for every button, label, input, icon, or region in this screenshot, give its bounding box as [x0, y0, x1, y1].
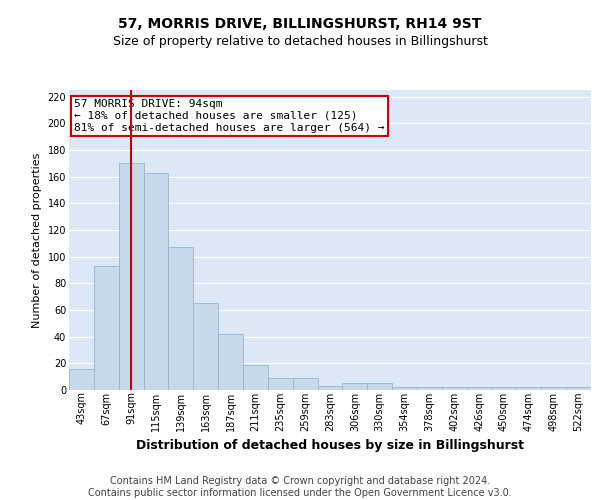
Text: Contains HM Land Registry data © Crown copyright and database right 2024.
Contai: Contains HM Land Registry data © Crown c… — [88, 476, 512, 498]
Text: 57 MORRIS DRIVE: 94sqm
← 18% of detached houses are smaller (125)
81% of semi-de: 57 MORRIS DRIVE: 94sqm ← 18% of detached… — [74, 100, 385, 132]
Bar — [119, 164, 143, 390]
Bar — [268, 378, 293, 390]
Bar — [169, 248, 193, 390]
Bar — [566, 388, 591, 390]
Bar — [317, 386, 343, 390]
Text: Size of property relative to detached houses in Billingshurst: Size of property relative to detached ho… — [113, 35, 487, 48]
Bar — [541, 388, 566, 390]
Bar — [442, 388, 467, 390]
Bar — [293, 378, 317, 390]
Bar — [193, 304, 218, 390]
X-axis label: Distribution of detached houses by size in Billingshurst: Distribution of detached houses by size … — [136, 439, 524, 452]
Bar — [243, 364, 268, 390]
Bar — [367, 384, 392, 390]
Bar — [69, 368, 94, 390]
Y-axis label: Number of detached properties: Number of detached properties — [32, 152, 42, 328]
Bar — [491, 388, 517, 390]
Bar — [218, 334, 243, 390]
Bar — [417, 388, 442, 390]
Bar — [143, 172, 169, 390]
Bar — [94, 266, 119, 390]
Bar — [517, 388, 541, 390]
Bar — [392, 388, 417, 390]
Bar — [343, 384, 367, 390]
Text: 57, MORRIS DRIVE, BILLINGSHURST, RH14 9ST: 57, MORRIS DRIVE, BILLINGSHURST, RH14 9S… — [118, 18, 482, 32]
Bar — [467, 388, 491, 390]
